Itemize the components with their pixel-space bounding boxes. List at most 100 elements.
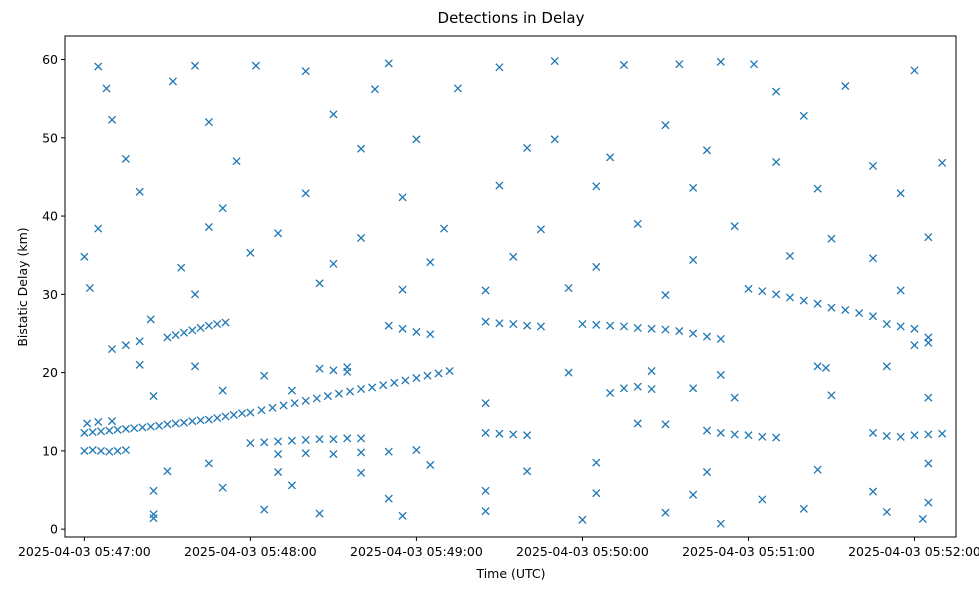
data-point	[730, 430, 739, 439]
axes-layer: 0 10 20 30 40 50 60 2025-04-03 05:47:00 2025-04-…	[18, 52, 979, 559]
data-point	[924, 430, 933, 439]
data-point	[619, 384, 629, 393]
data-point	[196, 323, 205, 333]
data-point	[661, 291, 670, 300]
data-point	[509, 430, 518, 439]
data-point	[329, 110, 338, 119]
x-tick-label: 2025-04-03 05:50:00	[516, 544, 649, 559]
data-point	[523, 321, 532, 330]
data-point	[246, 439, 255, 448]
data-point	[661, 121, 670, 130]
data-point	[633, 219, 642, 228]
data-point	[882, 507, 891, 517]
data-point	[213, 413, 222, 423]
data-point	[882, 320, 891, 329]
data-point	[135, 360, 144, 369]
data-point	[647, 384, 656, 394]
data-point	[481, 507, 490, 516]
data-point	[171, 330, 180, 340]
data-point	[716, 428, 725, 437]
data-point	[301, 396, 310, 405]
data-point	[481, 486, 490, 495]
data-point	[268, 403, 277, 412]
data-point	[301, 435, 310, 444]
data-point	[163, 420, 172, 429]
data-point	[481, 428, 490, 437]
data-point	[329, 366, 338, 375]
data-point	[251, 61, 260, 70]
data-point	[179, 418, 189, 427]
data-point	[744, 431, 753, 440]
data-point	[495, 429, 504, 438]
data-point	[315, 509, 324, 518]
data-point	[107, 345, 117, 354]
data-point	[440, 224, 449, 233]
data-point	[398, 193, 407, 202]
data-point	[384, 59, 393, 68]
data-point	[910, 66, 919, 75]
data-point	[772, 433, 781, 442]
data-point	[88, 446, 97, 455]
data-point	[204, 118, 213, 127]
data-point	[329, 259, 338, 268]
data-point	[509, 320, 518, 329]
data-point	[155, 421, 164, 430]
data-point	[412, 446, 421, 455]
data-point	[868, 312, 878, 321]
data-point	[730, 393, 739, 402]
data-point	[772, 157, 781, 167]
data-point	[910, 431, 919, 440]
data-point	[398, 511, 407, 520]
data-point	[868, 254, 878, 263]
data-point	[301, 189, 310, 198]
data-point	[924, 393, 933, 402]
data-point	[370, 85, 379, 94]
data-point	[716, 57, 725, 66]
data-point	[799, 504, 808, 513]
data-point	[323, 392, 332, 401]
data-point	[689, 490, 698, 499]
data-point	[799, 296, 808, 305]
data-point	[334, 389, 344, 398]
data-point	[121, 424, 130, 434]
data-point	[495, 181, 504, 190]
data-point	[495, 63, 504, 72]
data-point	[204, 222, 213, 232]
data-point	[785, 251, 795, 261]
data-point	[592, 320, 601, 329]
data-point	[896, 322, 905, 331]
data-point	[301, 67, 310, 76]
data-point	[841, 82, 850, 91]
data-point	[368, 383, 377, 392]
data-point	[260, 371, 269, 380]
data-point	[218, 483, 227, 492]
data-point	[80, 446, 89, 455]
data-point	[536, 225, 545, 234]
data-point	[924, 498, 933, 507]
data-point	[287, 436, 296, 445]
data-point	[481, 317, 490, 326]
y-tick-label: 0	[50, 522, 58, 537]
data-point	[345, 387, 355, 396]
data-point	[83, 419, 92, 428]
data-point	[821, 363, 831, 372]
data-point	[827, 391, 836, 400]
data-point	[204, 415, 213, 424]
data-point	[647, 366, 656, 376]
data-point	[246, 248, 255, 257]
data-point	[218, 386, 227, 395]
data-point	[290, 399, 299, 408]
data-point	[689, 329, 698, 338]
data-point	[94, 417, 103, 426]
data-point	[661, 508, 670, 517]
data-point	[827, 303, 836, 312]
data-point	[758, 287, 767, 296]
data-point	[218, 204, 227, 213]
data-point	[675, 60, 684, 69]
data-point	[938, 158, 947, 167]
data-point	[758, 495, 767, 504]
data-point	[146, 422, 155, 431]
data-point	[343, 363, 352, 372]
data-point	[896, 189, 905, 198]
data-point	[312, 394, 321, 403]
